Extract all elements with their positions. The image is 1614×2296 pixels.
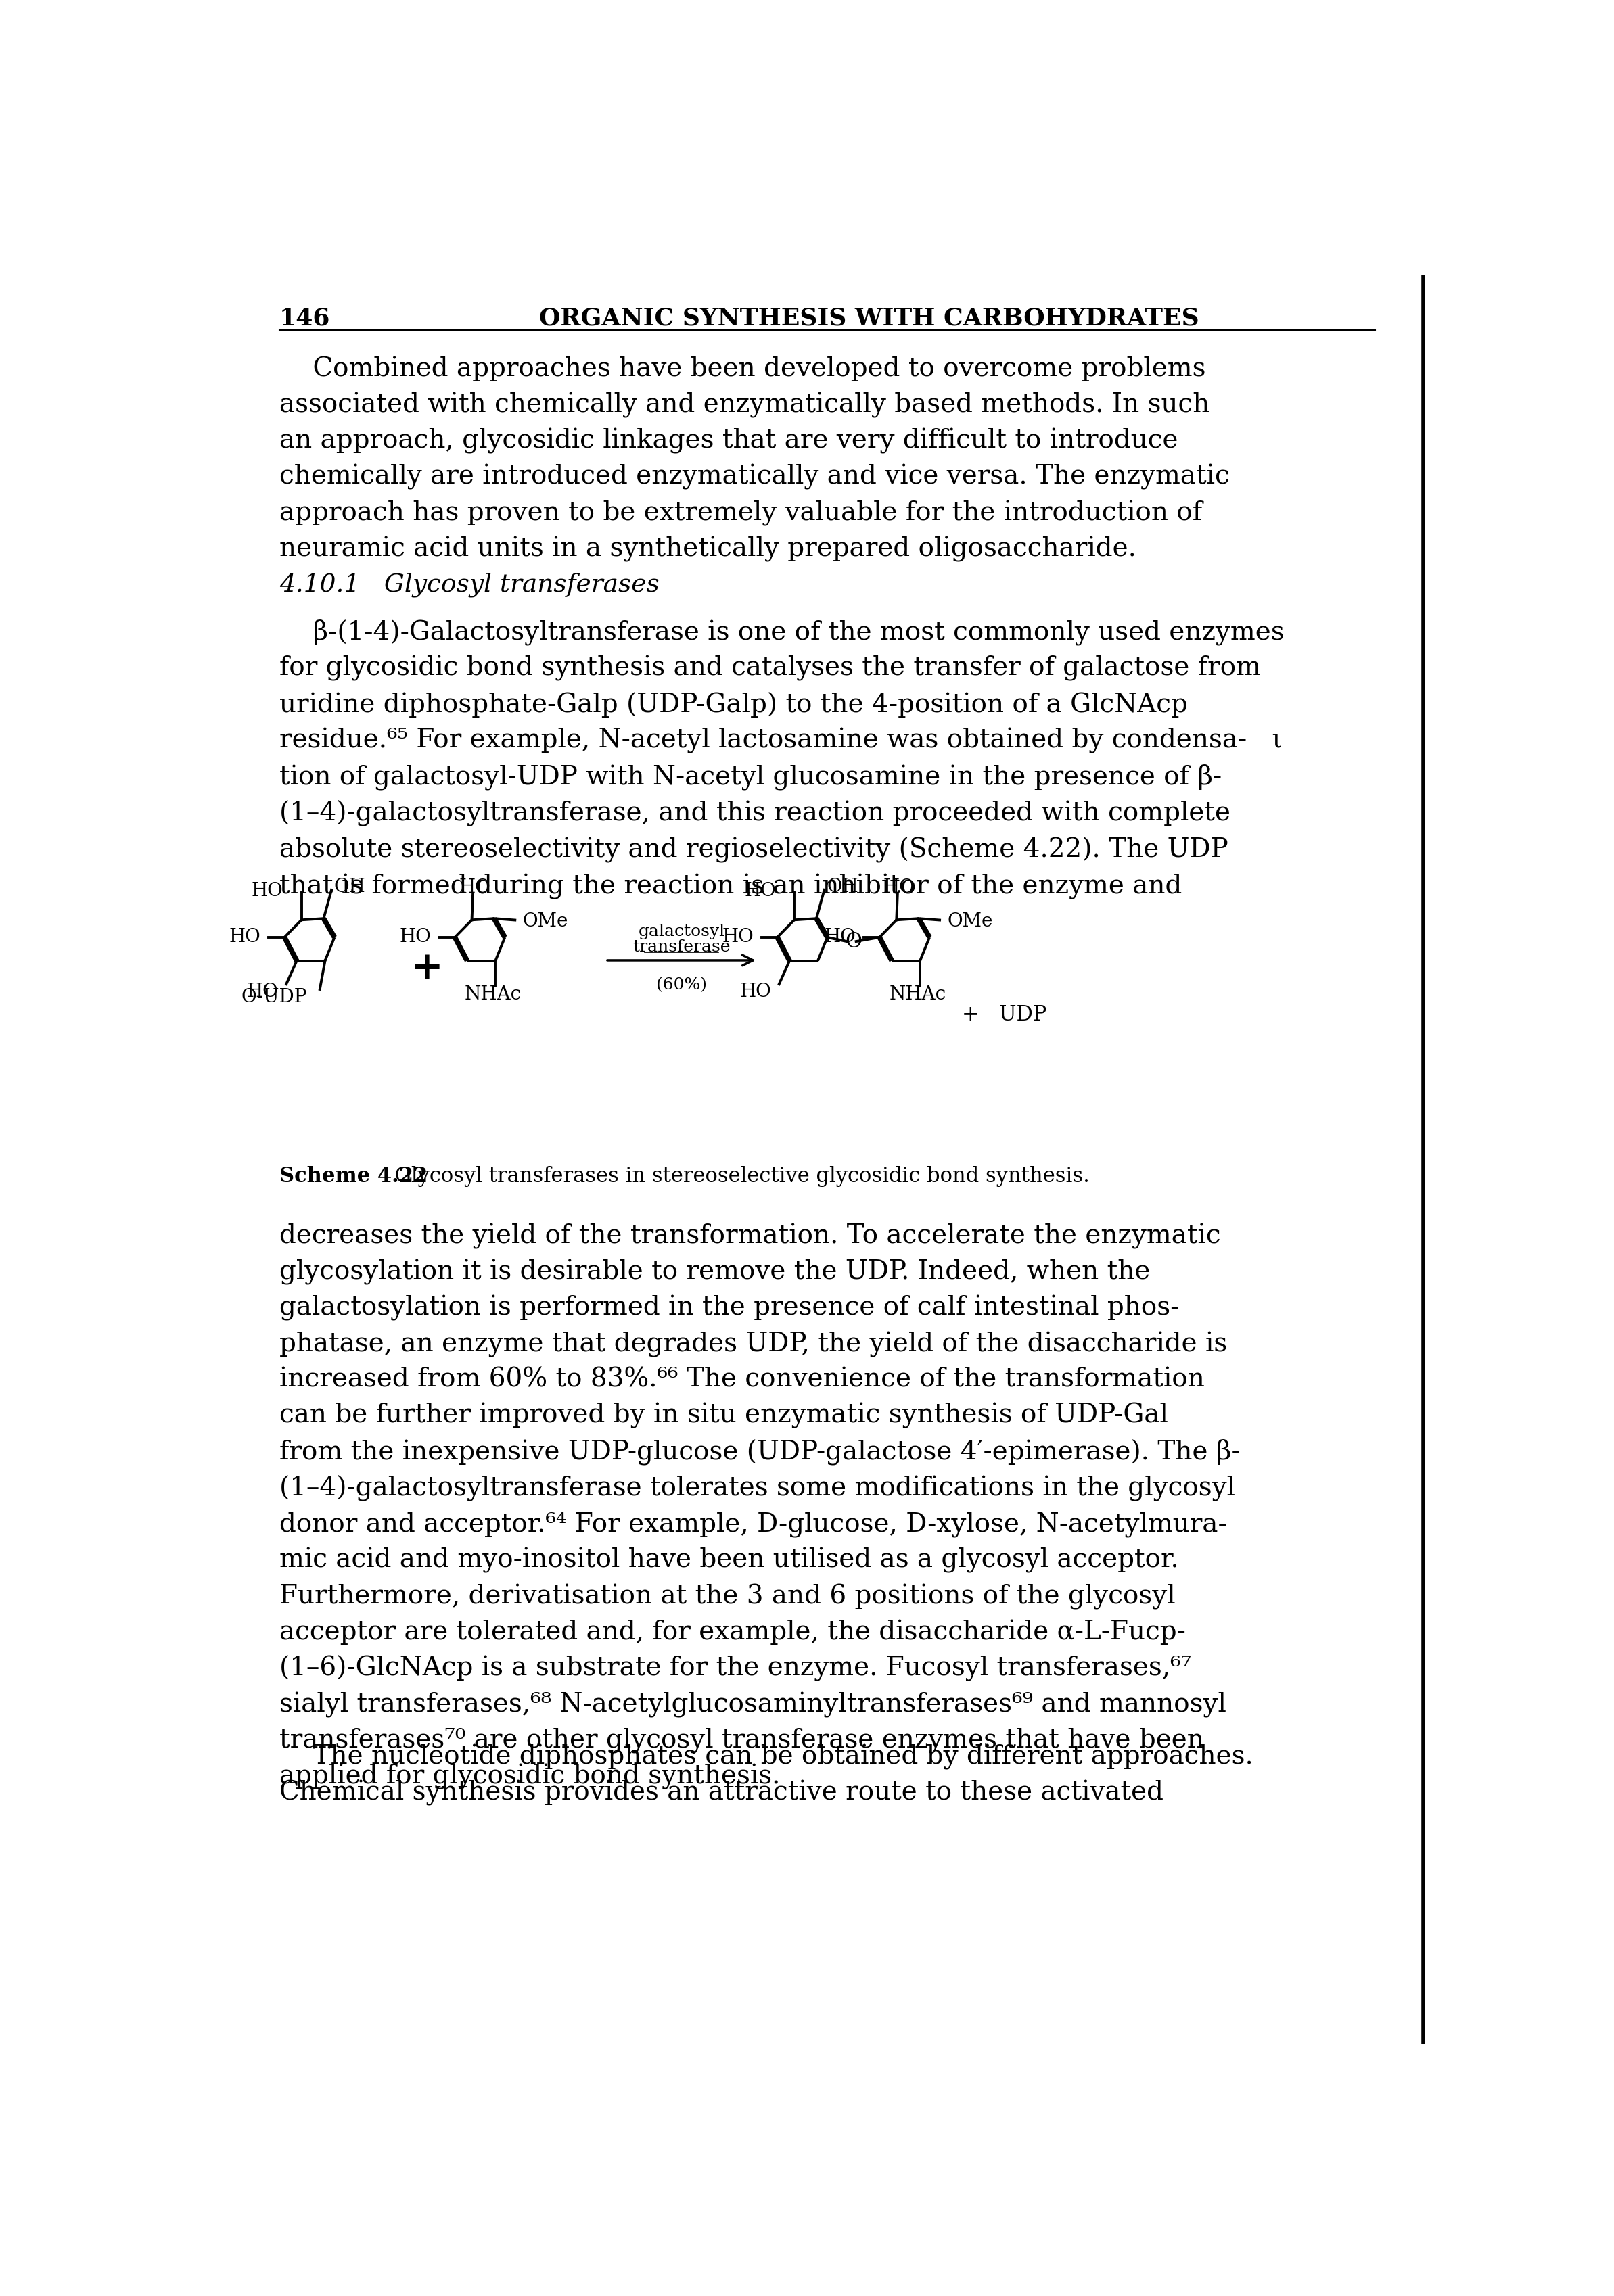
Text: transferase: transferase bbox=[633, 939, 730, 955]
Text: Combined approaches have been developed to overcome problems
associated with che: Combined approaches have been developed … bbox=[279, 356, 1230, 563]
Text: Scheme 4.22: Scheme 4.22 bbox=[279, 1166, 428, 1187]
Text: HO: HO bbox=[721, 928, 754, 946]
Text: (60%): (60%) bbox=[655, 978, 707, 994]
Text: O-UDP: O-UDP bbox=[240, 987, 307, 1006]
Text: OMe: OMe bbox=[523, 912, 568, 930]
Text: OMe: OMe bbox=[947, 912, 993, 930]
Text: decreases the yield of the transformation. To accelerate the enzymatic
glycosyla: decreases the yield of the transformatio… bbox=[279, 1224, 1241, 1789]
Text: HO: HO bbox=[744, 882, 776, 900]
Text: O: O bbox=[846, 930, 862, 953]
Text: OH: OH bbox=[334, 877, 366, 895]
Text: HO: HO bbox=[739, 983, 771, 1001]
Text: HO: HO bbox=[247, 983, 278, 1001]
Text: HO: HO bbox=[883, 879, 915, 898]
Text: HO: HO bbox=[252, 882, 282, 900]
Text: HO: HO bbox=[825, 928, 855, 946]
Text: OH: OH bbox=[826, 877, 859, 895]
Text: 146: 146 bbox=[279, 308, 331, 331]
Text: NHAc: NHAc bbox=[889, 985, 946, 1003]
Text: HO: HO bbox=[229, 928, 261, 946]
Text: galactosyl: galactosyl bbox=[638, 923, 725, 939]
Text: The nucleotide diphosphates can be obtained by different approaches.
Chemical sy: The nucleotide diphosphates can be obtai… bbox=[279, 1745, 1252, 1805]
Text: +   UDP: + UDP bbox=[962, 1003, 1047, 1026]
Text: β-(1-4)-Galactosyltransferase is one of the most commonly used enzymes
for glyco: β-(1-4)-Galactosyltransferase is one of … bbox=[279, 620, 1285, 900]
Text: HO: HO bbox=[400, 928, 431, 946]
Text: 4.10.1   Glycosyl transferases: 4.10.1 Glycosyl transferases bbox=[279, 572, 660, 597]
Text: Glycosyl transferases in stereoselective glycosidic bond synthesis.: Glycosyl transferases in stereoselective… bbox=[381, 1166, 1089, 1187]
Text: HO: HO bbox=[458, 879, 491, 898]
Text: NHAc: NHAc bbox=[465, 985, 521, 1003]
Text: ORGANIC SYNTHESIS WITH CARBOHYDRATES: ORGANIC SYNTHESIS WITH CARBOHYDRATES bbox=[539, 308, 1199, 331]
Text: +: + bbox=[410, 948, 444, 987]
